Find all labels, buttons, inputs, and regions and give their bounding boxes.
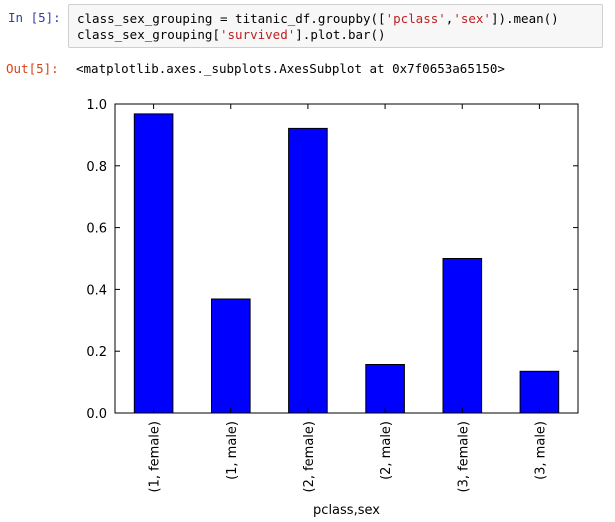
x-tick-label: (3, male) — [533, 421, 548, 480]
bar — [133, 113, 174, 414]
code-line-1: class_sex_grouping = titanic_df.groupby(… — [77, 11, 559, 26]
x-axis-label: pclass,sex — [313, 503, 380, 518]
code-input-cell[interactable]: class_sex_grouping = titanic_df.groupby(… — [68, 4, 603, 48]
y-tick-label: 0.8 — [86, 160, 107, 175]
bar — [442, 258, 483, 414]
plot-frame — [114, 103, 579, 414]
output-text: <matplotlib.axes._subplots.AxesSubplot a… — [76, 61, 505, 76]
x-tick-label: (3, female) — [456, 421, 471, 493]
code-line-2: class_sex_grouping['survived'].plot.bar(… — [77, 27, 386, 42]
x-tick-label: (1, male) — [225, 421, 240, 480]
x-tick-label: (2, female) — [302, 421, 317, 493]
y-tick-label: 0.6 — [86, 222, 107, 237]
bar — [211, 298, 251, 414]
output-prompt: Out[5]: — [6, 61, 59, 76]
bar — [519, 370, 560, 414]
x-tick-label: (2, male) — [379, 421, 394, 480]
x-tick-label: (1, female) — [148, 421, 163, 493]
bar — [365, 364, 405, 414]
y-tick-label: 1.0 — [86, 98, 107, 113]
y-tick-label: 0.4 — [86, 283, 107, 298]
y-tick-label: 0.0 — [86, 407, 107, 422]
bar — [288, 127, 328, 414]
input-prompt: In [5]: — [8, 10, 61, 25]
y-tick-label: 0.2 — [86, 345, 107, 360]
